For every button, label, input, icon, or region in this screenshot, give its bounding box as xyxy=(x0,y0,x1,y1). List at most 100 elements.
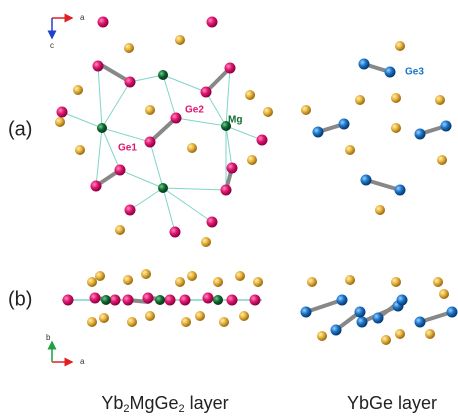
mg-ge-contact xyxy=(120,170,163,188)
ge-atom xyxy=(63,295,74,306)
caption-part: MgGe xyxy=(129,393,178,413)
yb-atom xyxy=(145,311,155,321)
mg-ge-contact xyxy=(206,92,226,126)
ge-atom xyxy=(227,163,238,174)
ge3-atom xyxy=(339,119,350,130)
ge-atom xyxy=(125,77,136,88)
yb-atom xyxy=(375,205,385,215)
mg-ge-contact xyxy=(62,112,102,128)
mg-ge-contact xyxy=(102,128,150,142)
yb-atom xyxy=(195,311,205,321)
mg-ge-contact xyxy=(163,75,206,92)
mg-ge-contact xyxy=(226,126,232,168)
ge-atom xyxy=(207,17,218,28)
yb-atom xyxy=(263,107,273,117)
atom-label: Ge3 xyxy=(405,67,424,78)
atom-label: Mg xyxy=(228,115,242,126)
mg-atom xyxy=(158,70,168,80)
axis-icon-top: a c xyxy=(50,13,85,50)
yb-atom xyxy=(391,123,401,133)
yb-atom xyxy=(301,105,311,115)
yb-atom xyxy=(439,289,449,299)
caption: Yb2MgGe2 layer xyxy=(101,393,228,415)
caption-part: Yb xyxy=(101,393,123,413)
ge3-atom xyxy=(313,127,324,138)
ge-atom xyxy=(227,295,238,306)
mg-ge-contact xyxy=(176,118,226,126)
yb-atom xyxy=(87,277,97,287)
yb-atom xyxy=(123,275,133,285)
ge3-atom xyxy=(441,121,452,132)
panel-label: (b) xyxy=(8,288,32,310)
yb-atom xyxy=(124,43,134,53)
axis-icon-bottom: a b xyxy=(46,333,85,366)
figure: a c a b (a) (b) Ge1 Ge2 Mg Ge3 Yb2MgGe2 … xyxy=(0,0,458,418)
yb-atom xyxy=(187,271,197,281)
ge-atom xyxy=(180,295,191,306)
yb-atom xyxy=(307,277,317,287)
yb-atom xyxy=(127,317,137,327)
mg-ge-contact xyxy=(96,128,102,186)
ge-atom xyxy=(171,113,182,124)
mg-ge-contact xyxy=(163,188,226,190)
ge-atom xyxy=(115,165,126,176)
ge3-atom xyxy=(337,295,348,306)
mg-atom xyxy=(158,183,168,193)
caption-part: layer xyxy=(185,393,229,413)
yb-atom xyxy=(437,155,447,165)
ge3-atom xyxy=(395,185,406,196)
ge3-atom xyxy=(397,295,408,306)
mg-atom xyxy=(213,295,223,305)
yb-atom xyxy=(219,317,229,327)
mg-ge-contact xyxy=(150,142,163,188)
ge-atom xyxy=(170,227,181,238)
mg-ge-contact xyxy=(163,75,176,118)
ge3-atom xyxy=(357,317,368,328)
mg-atom xyxy=(97,123,107,133)
mg-ge-contact xyxy=(226,126,262,140)
yb-atom xyxy=(317,331,327,341)
yb-atom xyxy=(345,145,355,155)
ge-atom xyxy=(225,63,236,74)
ge-ge-bond xyxy=(306,300,342,312)
ge3-atom xyxy=(385,67,396,78)
yb-atom xyxy=(395,41,405,51)
ge-atom xyxy=(165,295,176,306)
yb-atom xyxy=(99,313,109,323)
bonds xyxy=(62,64,452,330)
ge3-atom xyxy=(415,317,426,328)
mg-ge-contact xyxy=(102,82,130,128)
ge-atom xyxy=(203,293,214,304)
mg-ge-contact xyxy=(98,66,102,128)
ge-atom xyxy=(57,107,68,118)
axis-label: a xyxy=(80,13,85,22)
ge3-atom xyxy=(415,129,426,140)
panel-label: (a) xyxy=(8,118,32,140)
yb-atom xyxy=(435,95,445,105)
ge-atom xyxy=(207,217,218,228)
yb-atom xyxy=(181,317,191,327)
yb-atom xyxy=(345,275,355,285)
ge-atom xyxy=(143,293,154,304)
mg-ge-contact xyxy=(130,188,163,210)
yb-atom xyxy=(73,85,83,95)
atoms xyxy=(55,17,458,346)
ge3-atom xyxy=(331,325,342,336)
yb-atom xyxy=(381,335,391,345)
caption: YbGe layer xyxy=(347,393,437,413)
ge-atom xyxy=(98,17,109,28)
yb-atom xyxy=(355,95,365,105)
ge-atom xyxy=(250,295,261,306)
yb-atom xyxy=(433,277,443,287)
ge-atom xyxy=(221,185,232,196)
yb-atom xyxy=(175,277,185,287)
ge-atom xyxy=(125,205,136,216)
ge3-atom xyxy=(373,313,384,324)
ge-atom xyxy=(91,181,102,192)
ge-atom xyxy=(201,87,212,98)
yb-atom xyxy=(247,155,257,165)
yb-atom xyxy=(115,225,125,235)
ge-atom xyxy=(257,135,268,146)
axis-label: c xyxy=(50,41,54,50)
ge3-atom xyxy=(447,307,458,318)
